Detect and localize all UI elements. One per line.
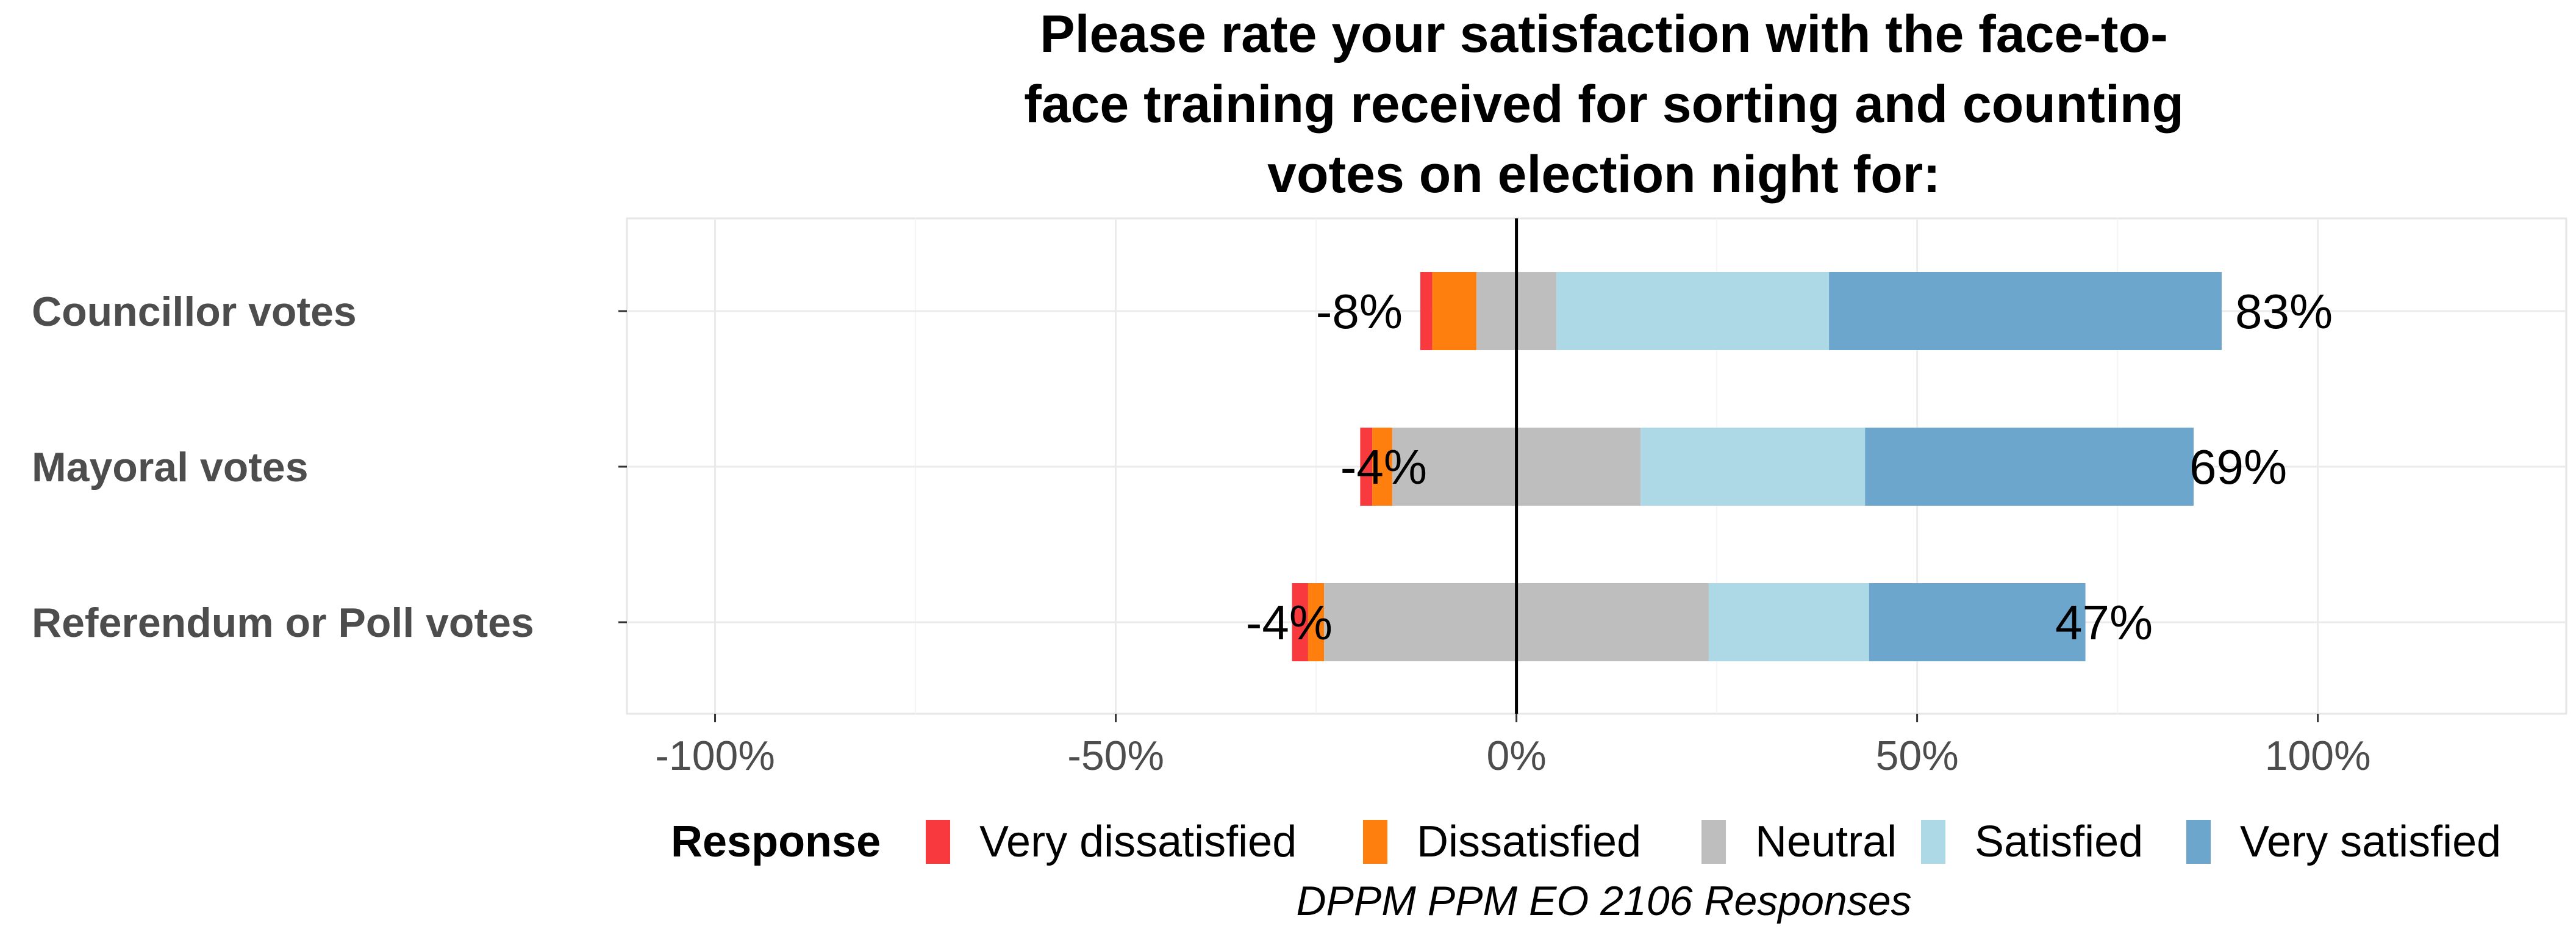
category-label: Mayoral votes [32, 444, 309, 490]
bar-segment [1869, 583, 2086, 661]
title-line-2: face training received for sorting and c… [1024, 75, 2184, 134]
title-line-3: votes on election night for: [1267, 145, 1941, 204]
legend-label: Satisfied [1975, 817, 2143, 866]
right-value-label: 47% [2055, 595, 2153, 650]
category-label: Referendum or Poll votes [32, 600, 534, 646]
axis-layer: Councillor votes Mayoral votes Referendum … [32, 289, 2371, 779]
legend-title: Response [671, 817, 881, 866]
caption: DPPM PPM EO 2106 Responses [1296, 878, 1911, 924]
bar-segment [1640, 428, 1865, 506]
bar-segment [1709, 583, 1869, 661]
bar-segment [1556, 272, 1829, 350]
x-tick-label: -50% [1067, 733, 1164, 779]
bar-segment [1420, 272, 1433, 350]
legend-label: Very dissatisfied [979, 817, 1297, 866]
legend-label: Very satisfied [2240, 817, 2501, 866]
left-value-label: -8% [1316, 284, 1403, 339]
x-tick-label: -100% [655, 733, 775, 779]
legend-key [2186, 820, 2211, 864]
legend: Response Very dissatisfied Dissatisfied Neu… [671, 817, 2501, 866]
legend-label: Neutral [1755, 817, 1897, 866]
right-value-label: 69% [2189, 440, 2287, 494]
legend-key [1363, 820, 1387, 864]
category-label: Councillor votes [32, 289, 357, 335]
legend-key [1921, 820, 1945, 864]
left-value-label: -4% [1340, 440, 1427, 494]
legend-key [1701, 820, 1726, 864]
x-tick-label: 0% [1486, 733, 1546, 779]
title-line-1: Please rate your satisfaction with the f… [1040, 5, 2168, 63]
x-tick-label: 100% [2265, 733, 2371, 779]
bar-segment [1865, 428, 2194, 506]
x-tick-label: 50% [1876, 733, 1959, 779]
bar-segment [1433, 272, 1476, 350]
legend-label: Dissatisfied [1417, 817, 1641, 866]
right-value-label: 83% [2235, 284, 2333, 339]
bar-segment [1829, 272, 2222, 350]
legend-key [926, 820, 950, 864]
chart-title: Please rate your satisfaction with the f… [1024, 5, 2184, 204]
left-value-label: -4% [1246, 595, 1333, 650]
